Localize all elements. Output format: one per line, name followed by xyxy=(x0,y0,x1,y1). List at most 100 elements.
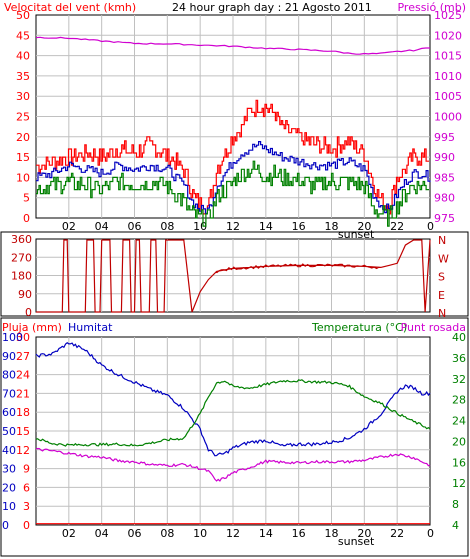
wind-speed-tick-0: 0 xyxy=(23,212,30,225)
temperature-tick-4: 4 xyxy=(452,519,459,532)
hour-tick-bottom-22: 22 xyxy=(390,527,404,540)
hour-tick-top-08: 08 xyxy=(160,220,174,233)
rain-tick-9: 9 xyxy=(23,463,30,476)
pressure-tick-985: 985 xyxy=(434,171,455,184)
humidity-tick-0: 0 xyxy=(2,519,9,532)
temperature-tick-28: 28 xyxy=(452,394,466,407)
hour-tick-bottom-10: 10 xyxy=(193,527,207,540)
hour-tick-bottom-0: 0 xyxy=(427,527,434,540)
wind-speed-tick-15: 15 xyxy=(16,151,30,164)
hour-tick-bottom-18: 18 xyxy=(325,527,339,540)
rain-tick-30: 30 xyxy=(16,331,30,344)
temperature-tick-24: 24 xyxy=(452,415,466,428)
pressure-tick-1015: 1015 xyxy=(434,50,462,63)
wind-speed-tick-30: 30 xyxy=(16,90,30,103)
hour-tick-top-16: 16 xyxy=(292,220,306,233)
direction-tick-0: 0 xyxy=(25,306,32,319)
wind-speed-label: Velocitat del vent (kmh) xyxy=(4,1,136,14)
series-line-p1-0 xyxy=(36,99,429,215)
hour-tick-bottom-06: 06 xyxy=(128,527,142,540)
pressure-tick-1010: 1010 xyxy=(434,70,462,83)
hour-tick-bottom-16: 16 xyxy=(292,527,306,540)
direction-tick-180: 180 xyxy=(11,270,32,283)
rain-tick-3: 3 xyxy=(23,500,30,513)
compass-tick-2: S xyxy=(438,271,445,284)
rain-tick-15: 15 xyxy=(16,425,30,438)
hour-tick-bottom-12: 12 xyxy=(226,527,240,540)
pressure-tick-1000: 1000 xyxy=(434,111,462,124)
humidity-tick-50: 50 xyxy=(2,425,16,438)
wind-speed-tick-20: 20 xyxy=(16,131,30,144)
rain-tick-27: 27 xyxy=(16,350,30,363)
rain-temperature-panel-border xyxy=(0,317,469,557)
compass-tick-0: N xyxy=(438,234,446,247)
humidity-tick-40: 40 xyxy=(2,444,16,457)
hour-tick-top-14: 14 xyxy=(259,220,273,233)
hour-tick-top-20: 20 xyxy=(357,220,371,233)
wind-speed-tick-5: 5 xyxy=(23,192,30,205)
series-line-p1-3 xyxy=(35,36,430,55)
humidity-tick-90: 90 xyxy=(2,350,16,363)
hour-tick-top-02: 02 xyxy=(62,220,76,233)
hour-tick-bottom-14: 14 xyxy=(259,527,273,540)
rain-tick-0: 0 xyxy=(23,519,30,532)
pressure-tick-980: 980 xyxy=(434,192,455,205)
temperature-label: Temperatura (°C) xyxy=(311,321,407,334)
tick-layer: 0510152025303540455097598098599099510001… xyxy=(2,9,466,548)
sunset-label-bottom: sunset xyxy=(338,535,375,548)
temperature-tick-40: 40 xyxy=(452,331,466,344)
sunset-label-top: sunset xyxy=(338,228,375,241)
rain-tick-24: 24 xyxy=(16,369,30,382)
graph-title: 24 hour graph day : 21 Agosto 2011 xyxy=(172,1,372,14)
humidity-tick-80: 80 xyxy=(2,369,16,382)
humidity-label: Humitat xyxy=(68,321,113,334)
wind-speed-tick-40: 40 xyxy=(16,50,30,63)
rain-tick-21: 21 xyxy=(16,387,30,400)
wind-speed-tick-25: 25 xyxy=(16,111,30,124)
hour-tick-top-18: 18 xyxy=(325,220,339,233)
pressure-tick-1005: 1005 xyxy=(434,90,462,103)
hour-tick-top-10: 10 xyxy=(193,220,207,233)
temperature-tick-20: 20 xyxy=(452,435,466,448)
temperature-tick-32: 32 xyxy=(452,373,466,386)
humidity-tick-60: 60 xyxy=(2,406,16,419)
wind-speed-tick-10: 10 xyxy=(16,171,30,184)
series-line-p2-0 xyxy=(36,239,431,313)
temperature-tick-36: 36 xyxy=(452,352,466,365)
series-layer xyxy=(35,36,431,525)
humidity-tick-30: 30 xyxy=(2,463,16,476)
hour-tick-bottom-02: 02 xyxy=(62,527,76,540)
compass-tick-1: W xyxy=(438,252,449,265)
hour-tick-top-04: 04 xyxy=(95,220,109,233)
direction-tick-360: 360 xyxy=(11,233,32,246)
wind-direction-panel-border xyxy=(0,231,469,317)
rain-tick-12: 12 xyxy=(16,444,30,457)
series-line-p1-2 xyxy=(36,160,429,227)
dewpoint-label: Punt rosada xyxy=(401,321,466,334)
direction-tick-90: 90 xyxy=(18,288,32,301)
pressure-label: Pressió (mb) xyxy=(397,1,466,14)
wind-speed-tick-45: 45 xyxy=(16,29,30,42)
rain-tick-18: 18 xyxy=(16,406,30,419)
series-line-p3-1 xyxy=(35,342,431,457)
series-line-p3-2 xyxy=(35,379,431,447)
pressure-tick-990: 990 xyxy=(434,151,455,164)
series-line-p3-3 xyxy=(35,447,431,482)
temperature-tick-8: 8 xyxy=(452,498,459,511)
hour-tick-bottom-20: 20 xyxy=(357,527,371,540)
humidity-tick-10: 10 xyxy=(2,500,16,513)
temperature-tick-12: 12 xyxy=(452,477,466,490)
hour-tick-top-06: 06 xyxy=(128,220,142,233)
rain-label: Pluja (mm) xyxy=(2,321,62,334)
hour-tick-top-22: 22 xyxy=(390,220,404,233)
humidity-tick-100: 100 xyxy=(2,331,23,344)
direction-tick-270: 270 xyxy=(11,251,32,264)
hour-tick-bottom-08: 08 xyxy=(160,527,174,540)
grid-layer xyxy=(36,15,430,525)
hour-tick-top-12: 12 xyxy=(226,220,240,233)
temperature-tick-16: 16 xyxy=(452,456,466,469)
humidity-tick-70: 70 xyxy=(2,387,16,400)
rain-tick-6: 6 xyxy=(23,481,30,494)
